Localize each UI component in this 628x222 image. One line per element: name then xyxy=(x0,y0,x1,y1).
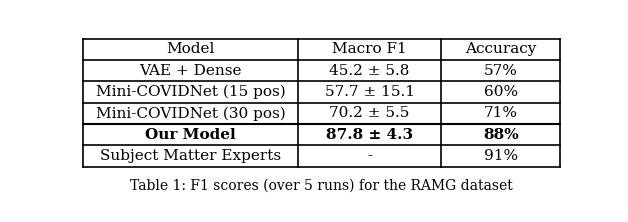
Text: 71%: 71% xyxy=(484,106,517,120)
Text: 88%: 88% xyxy=(483,128,519,142)
Text: Mini-COVIDNet (30 pos): Mini-COVIDNet (30 pos) xyxy=(96,106,286,121)
Text: 60%: 60% xyxy=(484,85,517,99)
Text: -: - xyxy=(367,149,372,163)
Text: 45.2 ± 5.8: 45.2 ± 5.8 xyxy=(329,64,409,78)
Text: 57.7 ± 15.1: 57.7 ± 15.1 xyxy=(325,85,414,99)
Text: 87.8 ± 4.3: 87.8 ± 4.3 xyxy=(326,128,413,142)
Text: Model: Model xyxy=(166,42,215,56)
Text: 70.2 ± 5.5: 70.2 ± 5.5 xyxy=(329,106,409,120)
Text: Macro F1: Macro F1 xyxy=(332,42,407,56)
Text: 91%: 91% xyxy=(484,149,517,163)
Text: Table 1: F1 scores (over 5 runs) for the RAMG dataset: Table 1: F1 scores (over 5 runs) for the… xyxy=(131,179,513,193)
Text: Mini-COVIDNet (15 pos): Mini-COVIDNet (15 pos) xyxy=(96,85,286,99)
Text: 57%: 57% xyxy=(484,64,517,78)
Text: Subject Matter Experts: Subject Matter Experts xyxy=(100,149,281,163)
Text: Our Model: Our Model xyxy=(145,128,236,142)
Text: VAE + Dense: VAE + Dense xyxy=(139,64,242,78)
Text: Accuracy: Accuracy xyxy=(465,42,536,56)
